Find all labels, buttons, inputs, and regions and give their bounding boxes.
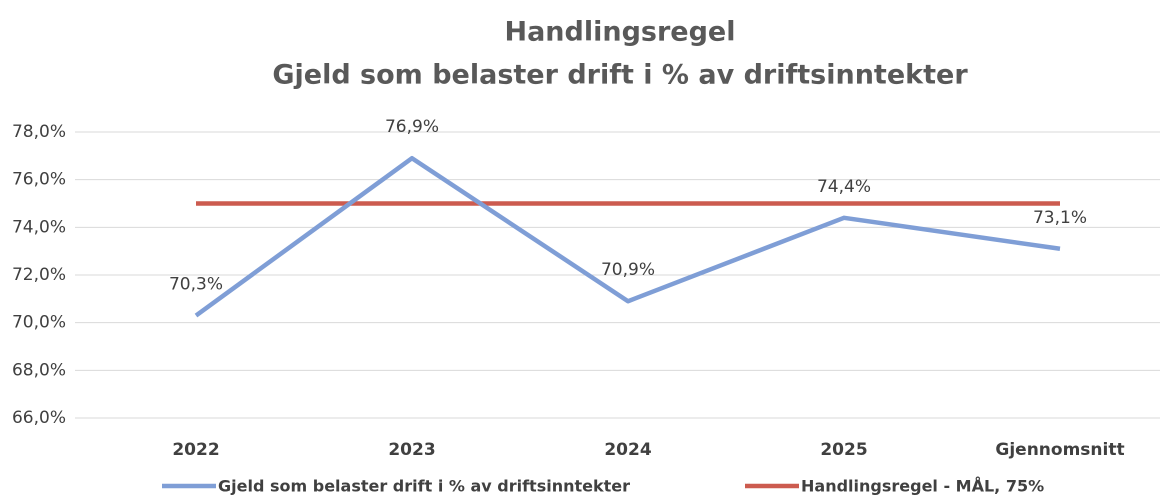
legend-label: Handlingsregel - MÅL, 75% xyxy=(801,477,1044,496)
x-tick-label: Gjennomsnitt xyxy=(995,440,1124,460)
data-label: 73,1% xyxy=(1033,208,1087,228)
series-line xyxy=(194,155,1061,318)
x-tick-label: 2025 xyxy=(820,440,867,460)
data-label: 70,9% xyxy=(601,260,655,280)
x-tick-label: 2022 xyxy=(172,440,219,460)
y-tick-label: 76,0% xyxy=(12,170,66,190)
x-tick-label: 2023 xyxy=(388,440,435,460)
data-label: 76,9% xyxy=(385,117,439,137)
y-tick-label: 78,0% xyxy=(12,122,66,142)
y-tick-label: 68,0% xyxy=(12,360,66,380)
chart-subtitle: Gjeld som belaster drift i % av driftsin… xyxy=(272,60,968,91)
data-label: 70,3% xyxy=(169,275,223,295)
x-tick-label: 2024 xyxy=(604,440,651,460)
y-tick-label: 70,0% xyxy=(12,313,66,333)
chart-title: Handlingsregel xyxy=(504,17,735,48)
y-tick-label: 66,0% xyxy=(12,408,66,428)
data-label: 74,4% xyxy=(817,177,871,197)
y-tick-label: 72,0% xyxy=(12,265,66,285)
y-tick-label: 74,0% xyxy=(12,217,66,237)
legend-label: Gjeld som belaster drift i % av driftsin… xyxy=(218,477,630,496)
